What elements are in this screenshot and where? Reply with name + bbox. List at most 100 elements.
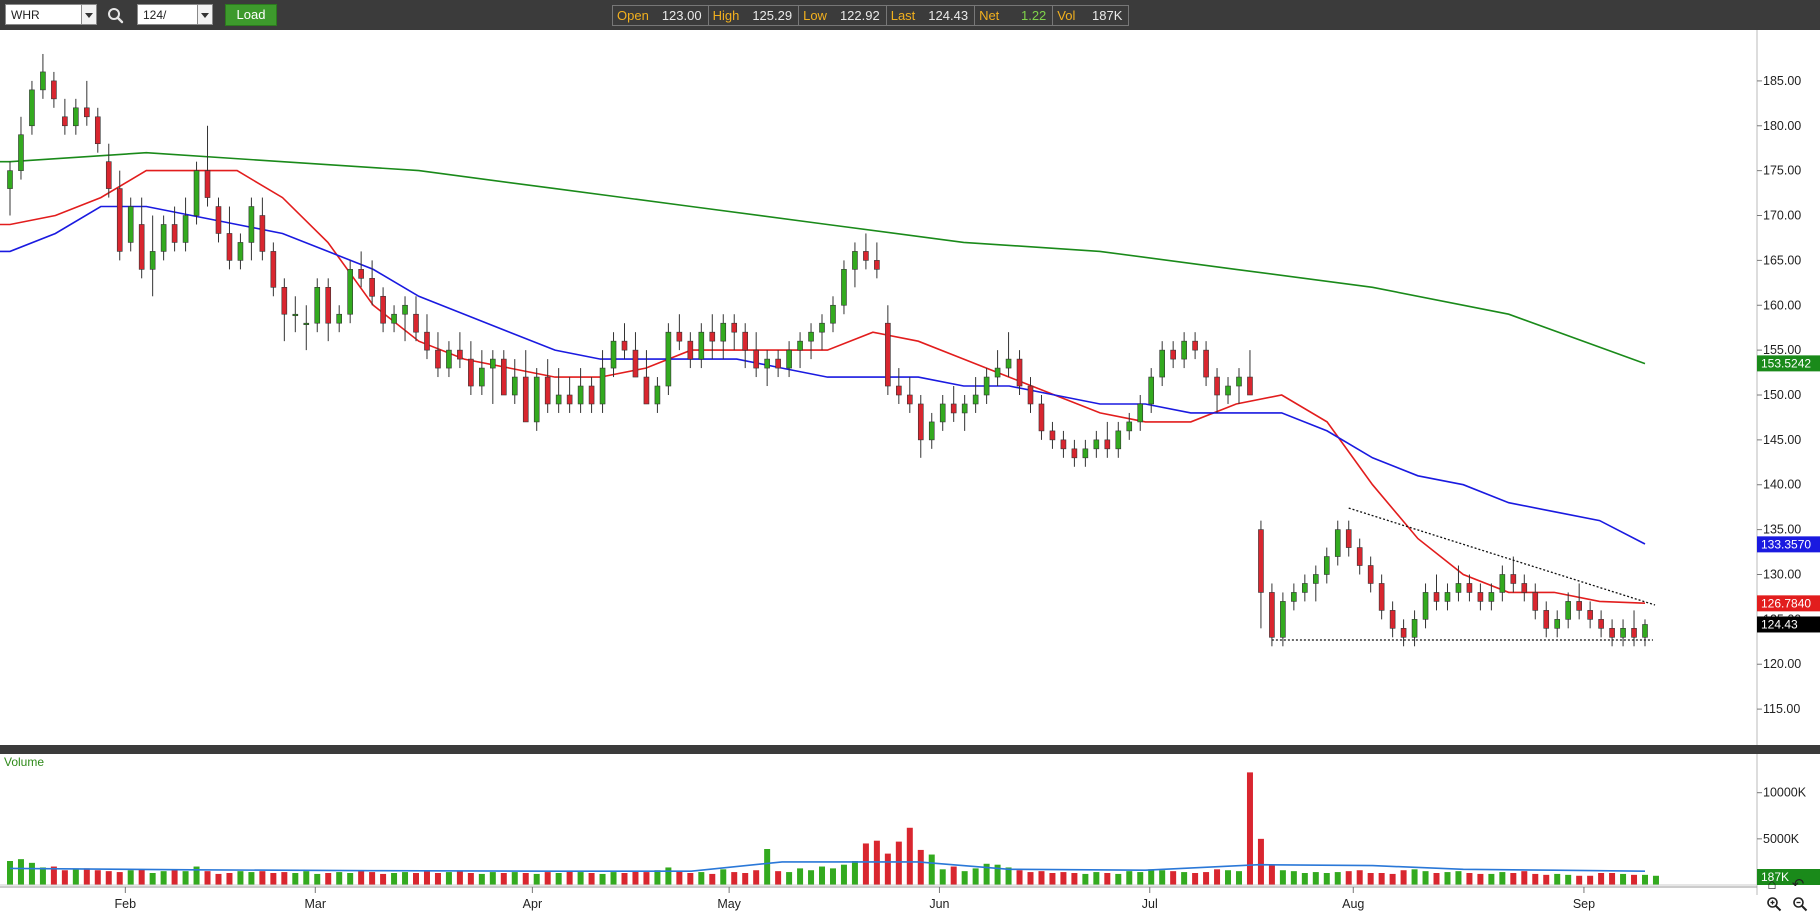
volume-bar [193,866,200,885]
pane-divider[interactable] [0,745,1820,754]
volume-bar [17,859,24,885]
candle-up [1280,601,1286,638]
candle-up [292,313,299,317]
interval-dropdown-icon[interactable] [197,5,212,24]
candle-up [160,224,167,252]
volume-bar [1652,875,1659,885]
interval-combobox[interactable]: 124/ [137,4,213,25]
volume-bar [1257,838,1264,885]
last-price-tag: 124.43 [1761,617,1798,631]
volume-bar [1455,871,1462,885]
y-tick-label: 180.00 [1763,119,1801,133]
volume-bar [478,873,485,885]
ma50-line [0,205,1646,545]
candle-down [917,403,924,441]
volume-bar [884,853,891,885]
volume-bar [7,861,13,885]
y-tick-label: 115.00 [1763,702,1800,716]
candle-down [1532,592,1539,611]
home-icon[interactable]: ⌂ [1767,876,1777,893]
undo-icon[interactable]: ↶ [1791,876,1805,893]
candle-up [193,170,200,216]
candle-up [665,331,672,387]
volume-bar [1565,874,1572,885]
ma50-value-tag-box [1757,536,1820,553]
volume-bar [698,872,705,885]
volume-bar [753,870,760,885]
candle-down [500,358,507,396]
interval-input[interactable]: 124/ [143,8,167,22]
candle-up [73,107,79,127]
y-tick-label: 170.00 [1763,209,1801,223]
candle-up [237,242,244,261]
candle-down [1203,349,1209,378]
candle-down [742,331,749,351]
candle-down [1038,403,1045,432]
candle-down [863,251,869,261]
quote-label: High [712,8,740,23]
volume-bar [544,872,551,885]
volume-bar [1170,871,1177,885]
volume-bar [829,868,836,885]
symbol-input[interactable]: WHR [11,8,40,22]
candle-down [731,322,738,333]
volume-bar [445,872,452,885]
symbol-combobox[interactable]: WHR [5,4,97,25]
candle-down [413,313,419,333]
ma50-value-tag: 133.3570 [1761,537,1811,551]
chart-canvas[interactable]: 185.00 180.00 175.00 170.00 165.00 160.00 155.… [0,30,1820,916]
candle-up [1488,592,1495,602]
candle-down [1378,583,1385,611]
candle-up [654,385,661,405]
volume-bar [1104,873,1111,885]
candle-down [687,340,694,360]
volume-bar [423,870,430,885]
quote-value: 125.29 [752,8,793,23]
candle-down [588,385,595,405]
zoom-out-icon[interactable] [1792,896,1808,912]
x-tick-label: Apr [523,897,542,911]
candle-up [786,349,792,369]
volume-bar [775,871,782,885]
candle-up [1236,376,1242,387]
y-tick-label: 185.00 [1763,74,1801,88]
volume-bar [1510,873,1517,885]
volume-bar [961,871,968,885]
volume-bar [1082,873,1089,885]
candle-down [1060,439,1067,450]
volume-bar [259,871,266,885]
x-tick-label: Feb [115,897,137,911]
load-button[interactable]: Load [225,4,277,26]
quote-label: Low [803,8,827,23]
candle-down [1027,385,1034,405]
candle-down [753,349,759,369]
candle-down [105,161,112,189]
candle-down [1400,628,1407,638]
quote-high: High 125.29 [708,6,800,25]
volume-bar [1433,873,1440,885]
search-icon[interactable] [107,7,124,24]
volume-value-tag: 187K [1761,870,1789,884]
candle-up [852,251,858,270]
candle-up [40,71,46,91]
volume-bar [28,862,35,885]
volume-bar [281,872,288,885]
candle-up [698,331,705,360]
candle-down [226,233,233,261]
volume-bar [116,872,123,885]
symbol-dropdown-icon[interactable] [81,5,96,24]
volume-bar [994,864,1001,885]
volume-bar [1477,873,1484,885]
candle-up [182,215,189,243]
volume-bar [895,841,902,885]
candle-up [1620,628,1626,638]
volume-bar [1148,869,1155,885]
volume-bar [906,827,913,885]
volume-bar [1093,872,1100,885]
y-tick-label: 160.00 [1763,298,1801,312]
volume-average-line [9,861,1646,872]
candle-up [1444,592,1451,602]
volume-bar [325,873,332,885]
zoom-in-icon[interactable] [1766,896,1782,912]
candle-up [1323,556,1330,575]
